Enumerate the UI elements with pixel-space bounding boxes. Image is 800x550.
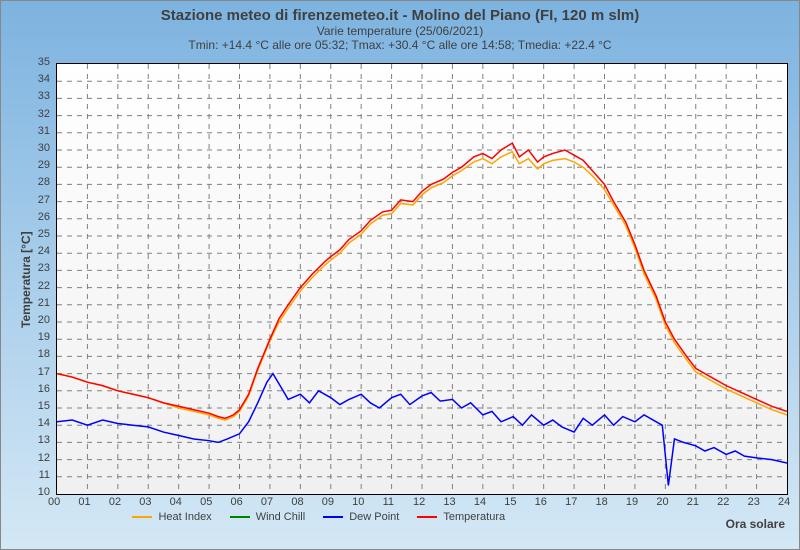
y-tick: 34 bbox=[38, 73, 50, 85]
y-tick: 32 bbox=[38, 108, 50, 120]
chart-subtitle-stats: Tmin: +14.4 °C alle ore 05:32; Tmax: +30… bbox=[1, 38, 799, 52]
x-tick: 02 bbox=[109, 496, 121, 508]
x-tick: 23 bbox=[748, 496, 760, 508]
y-tick: 31 bbox=[38, 125, 50, 137]
y-tick: 16 bbox=[38, 383, 50, 395]
legend-swatch bbox=[323, 516, 343, 518]
legend-item: Heat Index bbox=[132, 511, 211, 523]
y-tick: 27 bbox=[38, 194, 50, 206]
y-tick: 29 bbox=[38, 159, 50, 171]
y-tick: 28 bbox=[38, 176, 50, 188]
x-tick: 08 bbox=[291, 496, 303, 508]
y-tick: 13 bbox=[38, 434, 50, 446]
y-tick: 24 bbox=[38, 245, 50, 257]
y-tick: 30 bbox=[38, 142, 50, 154]
x-tick: 20 bbox=[656, 496, 668, 508]
x-tick: 06 bbox=[231, 496, 243, 508]
y-tick: 17 bbox=[38, 366, 50, 378]
x-tick: 16 bbox=[535, 496, 547, 508]
y-axis-label: Temperatura [°C] bbox=[19, 231, 33, 328]
x-tick: 15 bbox=[504, 496, 516, 508]
x-tick: 11 bbox=[383, 496, 394, 508]
y-tick: 11 bbox=[39, 469, 50, 481]
y-tick: 33 bbox=[38, 90, 50, 102]
y-tick: 21 bbox=[38, 297, 50, 309]
plot-svg bbox=[57, 64, 787, 494]
legend-item: Wind Chill bbox=[230, 511, 306, 523]
x-tick: 21 bbox=[687, 496, 699, 508]
y-tick: 22 bbox=[38, 280, 50, 292]
x-tick: 22 bbox=[717, 496, 729, 508]
x-tick: 12 bbox=[413, 496, 425, 508]
y-tick: 18 bbox=[38, 348, 50, 360]
x-tick: 01 bbox=[78, 496, 90, 508]
legend-swatch bbox=[417, 516, 437, 518]
legend-swatch bbox=[230, 516, 250, 518]
y-tick: 19 bbox=[38, 331, 50, 343]
legend-label: Heat Index bbox=[158, 511, 211, 523]
chart-frame: Stazione meteo di firenzemeteo.it - Moli… bbox=[0, 0, 800, 550]
chart-subtitle-date: Varie temperature (25/06/2021) bbox=[1, 24, 799, 38]
legend-label: Temperatura bbox=[443, 511, 505, 523]
x-tick: 09 bbox=[322, 496, 334, 508]
x-tick: 03 bbox=[139, 496, 151, 508]
x-tick: 05 bbox=[200, 496, 212, 508]
x-axis-label: Ora solare bbox=[726, 517, 785, 531]
chart-title: Stazione meteo di firenzemeteo.it - Moli… bbox=[1, 1, 799, 24]
legend-label: Wind Chill bbox=[256, 511, 306, 523]
legend-swatch bbox=[132, 516, 152, 518]
y-tick: 14 bbox=[38, 417, 50, 429]
y-tick: 12 bbox=[38, 452, 50, 464]
legend: Heat Index Wind Chill Dew Point Temperatura bbox=[56, 511, 582, 523]
x-tick: 17 bbox=[565, 496, 577, 508]
x-tick: 00 bbox=[48, 496, 60, 508]
x-tick: 14 bbox=[474, 496, 486, 508]
x-tick: 04 bbox=[170, 496, 182, 508]
y-tick: 25 bbox=[38, 228, 50, 240]
y-tick: 23 bbox=[38, 262, 50, 274]
y-tick: 35 bbox=[38, 56, 50, 68]
x-tick: 18 bbox=[596, 496, 608, 508]
x-tick: 13 bbox=[443, 496, 455, 508]
x-tick: 10 bbox=[352, 496, 364, 508]
y-tick: 15 bbox=[38, 400, 50, 412]
legend-label: Dew Point bbox=[349, 511, 399, 523]
legend-item: Temperatura bbox=[417, 511, 505, 523]
legend-item: Dew Point bbox=[323, 511, 399, 523]
x-tick: 07 bbox=[261, 496, 273, 508]
x-tick: 24 bbox=[778, 496, 790, 508]
plot-area bbox=[56, 63, 788, 495]
y-tick: 20 bbox=[38, 314, 50, 326]
x-tick: 19 bbox=[626, 496, 638, 508]
y-tick: 26 bbox=[38, 211, 50, 223]
